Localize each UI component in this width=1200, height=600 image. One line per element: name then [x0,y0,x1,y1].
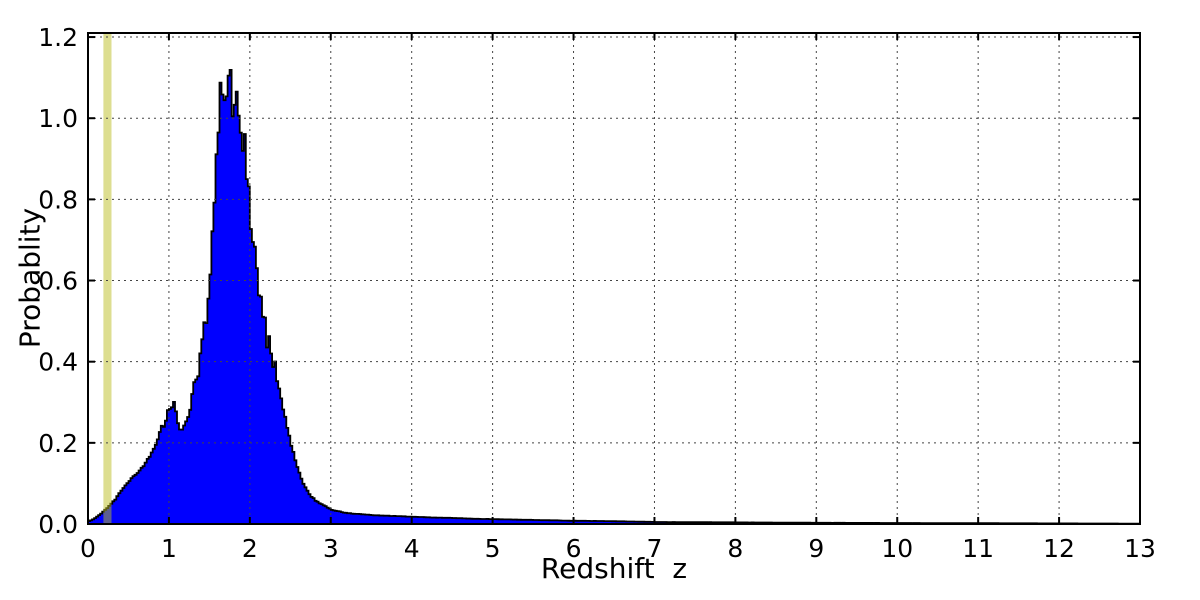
y-tick-label: 1.2 [38,23,78,52]
pdf-series [87,69,1141,525]
y-tick-labels: 0.0 0.2 0.4 0.6 0.8 1.0 1.2 [38,23,78,539]
spines [87,32,1141,525]
x-tick-label: 13 [1124,534,1156,563]
highlight [103,33,112,524]
x-tick-label: 10 [881,534,913,563]
x-tick-label: 11 [962,534,994,563]
y-tick-label: 0.8 [38,185,78,214]
x-tick-label: 4 [404,534,420,563]
grid-lines [88,33,1140,524]
y-tick-label: 1.0 [38,104,78,133]
y-tick-label: 0.6 [38,267,78,296]
x-tick-label: 1 [161,534,177,563]
x-tick-label: 2 [242,534,258,563]
x-tick-label: 7 [647,534,663,563]
pdf-histogram-area [87,69,1141,525]
highlight-band [103,33,112,524]
x-tick-label: 0 [80,534,96,563]
axes-spines [87,32,1141,525]
y-tick-label: 0.2 [38,429,78,458]
x-tick-label: 8 [727,534,743,563]
x-tick-label: 5 [485,534,501,563]
x-axis-label: Redshift z [540,552,688,585]
x-tick-labels: 0 1 2 3 4 5 6 7 8 9 10 11 12 13 [80,534,1156,563]
x-tick-label: 6 [566,534,582,563]
x-tick-label: 9 [808,534,824,563]
x-tick-label: 3 [323,534,339,563]
y-tick-label: 0.4 [38,348,78,377]
x-tick-label: 12 [1043,534,1075,563]
y-tick-label: 0.0 [38,510,78,539]
y-axis-label: Probablity [13,207,47,349]
axis-ticks [87,33,1141,525]
